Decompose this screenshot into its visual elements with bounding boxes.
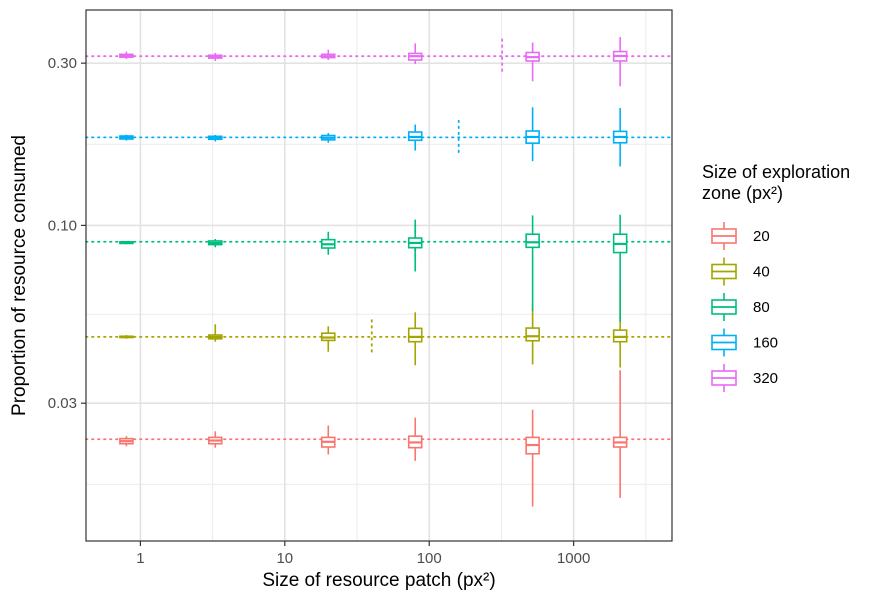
panel-border — [85, 9, 673, 542]
box-series — [119, 37, 628, 507]
box-80-2 — [320, 231, 336, 255]
legend-key-320 — [711, 364, 737, 392]
x-tick-label: 10 — [276, 550, 293, 567]
y-tick-label: 0.10 — [48, 217, 77, 234]
box-160-5 — [612, 107, 628, 167]
box-80-0 — [119, 240, 134, 245]
box-160-0 — [119, 134, 134, 141]
box-80-5 — [612, 214, 628, 322]
box-20-2 — [320, 425, 336, 455]
legend-label-320: 320 — [753, 370, 778, 387]
box-320-5 — [612, 37, 628, 87]
box-80-3 — [407, 219, 423, 272]
box-320-3 — [407, 43, 423, 64]
legend-key-160 — [711, 328, 737, 357]
legend-title-line: Size of exploration — [702, 162, 850, 182]
x-axis-title: Size of resource patch (px²) — [262, 570, 495, 591]
box-20-0 — [119, 436, 134, 447]
box-20-1 — [207, 431, 223, 448]
legend-label-40: 40 — [753, 264, 770, 281]
legend: Size of exploration zone (px²) 20 40 80 160 3… — [702, 162, 850, 392]
box-160-2 — [320, 132, 336, 143]
box-320-1 — [207, 52, 223, 61]
legend-label-160: 160 — [753, 335, 778, 352]
legend-key-80 — [711, 293, 737, 321]
box-40-2 — [320, 326, 336, 352]
legend-label-80: 80 — [753, 299, 770, 316]
box-40-3 — [407, 312, 423, 366]
box-20-5 — [612, 370, 628, 498]
box-body — [407, 327, 423, 343]
x-tick-label: 1000 — [557, 550, 590, 567]
box-160-3 — [407, 124, 423, 151]
reference-lines — [85, 55, 673, 441]
x-tick-label: 100 — [417, 550, 442, 567]
legend-title-line: zone (px²) — [702, 183, 783, 203]
axes: 1 10 100 1000 0.03 0.10 0.30 Size of resource p… — [9, 55, 590, 591]
box-320-4 — [525, 42, 540, 82]
panel-background — [86, 10, 672, 541]
box-20-4 — [525, 409, 540, 507]
box-20-3 — [407, 417, 423, 461]
plot-panel-border — [85, 9, 673, 542]
gridlines — [86, 10, 672, 541]
legend-label-20: 20 — [753, 228, 770, 245]
legend-key-40 — [711, 257, 737, 286]
box-160-1 — [207, 134, 223, 142]
x-tick-label: 1 — [136, 550, 144, 567]
box-80-1 — [207, 239, 223, 248]
box-40-1 — [207, 324, 223, 342]
box-40-0 — [119, 335, 134, 339]
legend-key-20 — [711, 222, 737, 250]
box-160-4 — [525, 107, 540, 162]
y-tick-label: 0.30 — [48, 55, 77, 72]
box-80-4 — [525, 215, 540, 312]
plot-panel-background — [86, 10, 672, 541]
box-body — [525, 233, 540, 249]
y-tick-label: 0.03 — [48, 395, 77, 412]
box-body — [525, 327, 540, 342]
box-320-0 — [119, 51, 134, 60]
y-axis-title: Proportion of resource consumed — [9, 135, 30, 416]
box-320-2 — [320, 49, 336, 60]
